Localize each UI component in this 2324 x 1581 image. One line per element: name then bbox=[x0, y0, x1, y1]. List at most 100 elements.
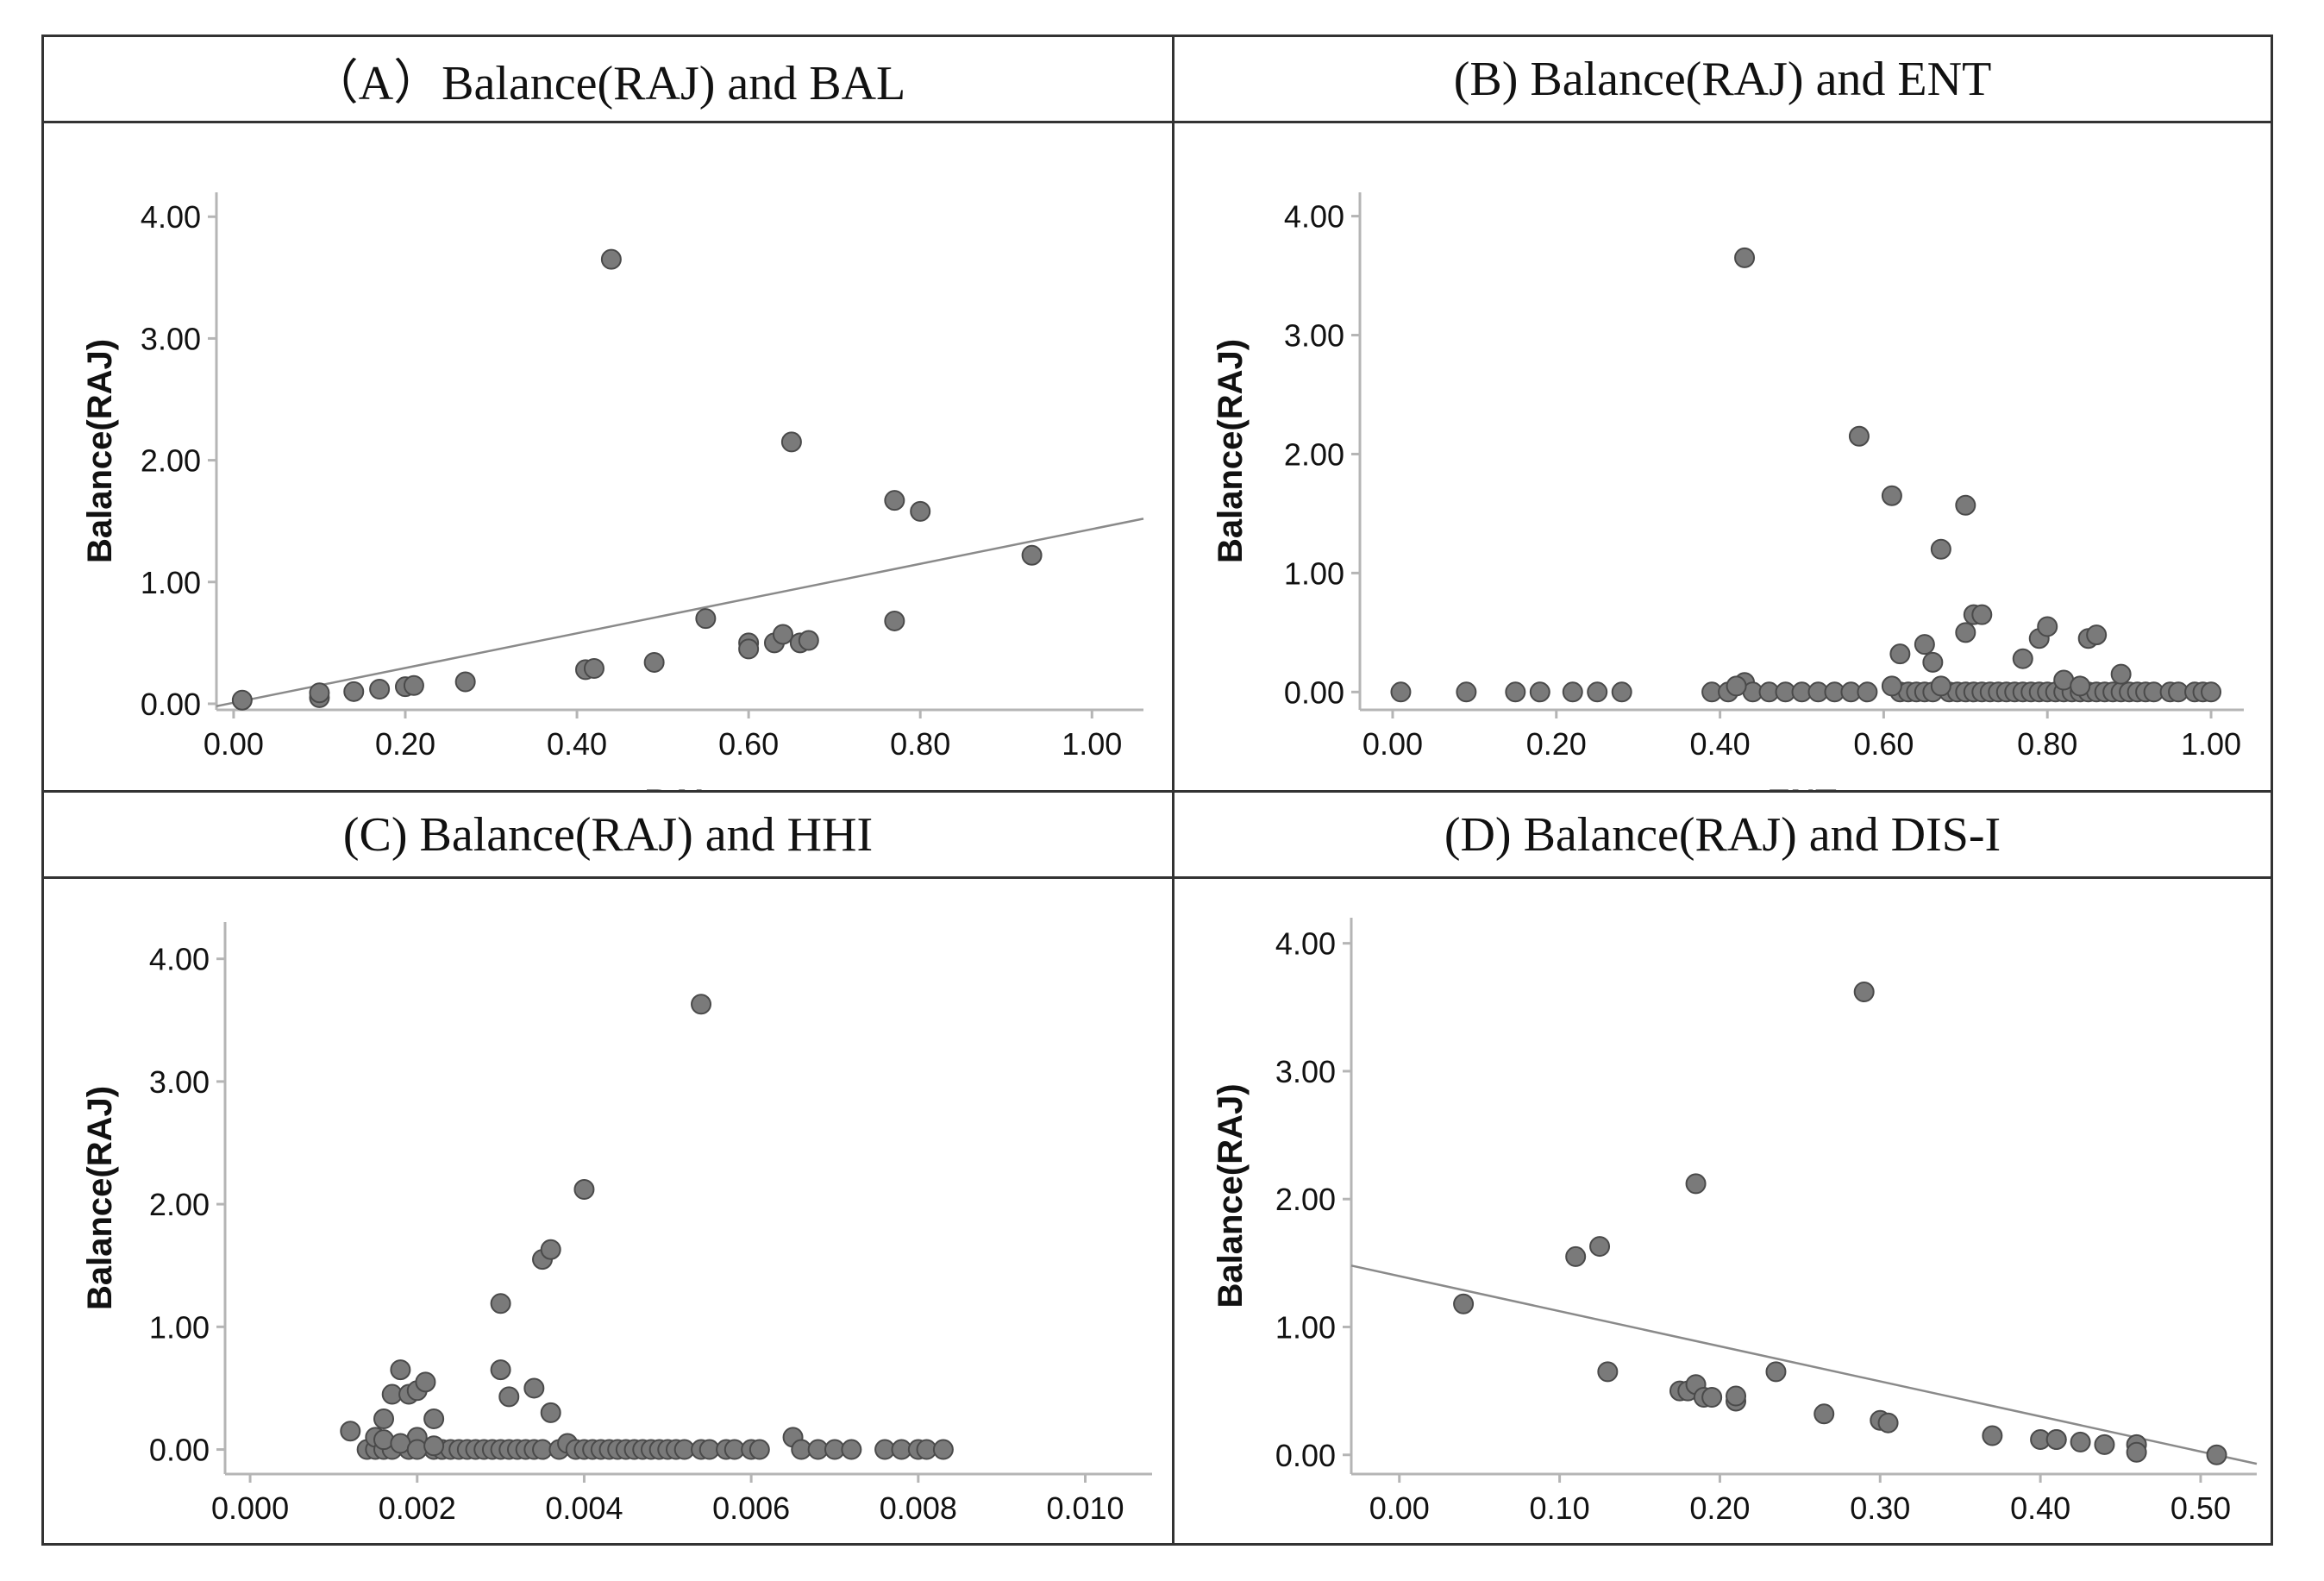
panel-title-d: (D) Balance(RAJ) and DIS-I bbox=[1175, 793, 2271, 879]
y-tick-label: 0.00 bbox=[1284, 674, 1344, 710]
x-tick-label: 0.40 bbox=[2010, 1490, 2070, 1526]
y-axis-title: Balance(RAJ) bbox=[1212, 1083, 1250, 1308]
data-point bbox=[1922, 651, 1944, 673]
data-point bbox=[1453, 1293, 1475, 1314]
data-point bbox=[2126, 1441, 2147, 1463]
y-tick-label: 0.00 bbox=[1275, 1438, 1336, 1473]
data-point bbox=[772, 624, 793, 645]
data-point bbox=[1726, 675, 1747, 697]
scatter-chart-a: 0.00 0.20 0.40 0.60 0.80 1.00 0.00 1.00 2.00 3.00… bbox=[81, 192, 1144, 790]
data-point bbox=[1505, 681, 1526, 703]
panel-title-c: (C) Balance(RAJ) and HHI bbox=[44, 793, 1172, 879]
data-point bbox=[573, 1179, 595, 1201]
x-tick-label: 0.008 bbox=[880, 1490, 957, 1526]
y-tick-label: 3.00 bbox=[1284, 318, 1344, 354]
x-axis-title: ENT bbox=[1768, 783, 1837, 790]
data-point bbox=[884, 490, 905, 511]
y-tick-label: 2.00 bbox=[1275, 1182, 1336, 1217]
data-point bbox=[2037, 616, 2058, 637]
data-point bbox=[2206, 1444, 2227, 1465]
data-point bbox=[1955, 494, 1976, 516]
panel-b: (B) Balance(RAJ) and ENT 0.00 0.20 0.40 0.6… bbox=[1175, 37, 2271, 790]
data-point bbox=[841, 1439, 862, 1460]
data-point bbox=[1848, 425, 1870, 447]
y-tick-label: 2.00 bbox=[1284, 436, 1344, 472]
data-point bbox=[1456, 681, 1477, 703]
y-tick-label: 0.00 bbox=[149, 1433, 210, 1468]
x-tick-label: 0.20 bbox=[375, 726, 435, 762]
data-point bbox=[695, 608, 717, 630]
data-point bbox=[1930, 675, 1951, 697]
y-tick-label: 2.00 bbox=[149, 1187, 210, 1222]
data-point bbox=[1881, 675, 1902, 697]
x-tick-label: 0.30 bbox=[1850, 1490, 1910, 1526]
scatter-chart-d: 0.00 0.10 0.20 0.30 0.40 0.50 0.00 1.00 2.00 3.00… bbox=[1212, 918, 2258, 1526]
fit-line bbox=[1350, 1264, 2258, 1465]
data-point bbox=[884, 610, 905, 631]
y-tick-label: 4.00 bbox=[141, 199, 201, 235]
x-tick-label: 0.40 bbox=[1690, 726, 1751, 762]
data-point bbox=[2012, 648, 2033, 669]
panel-title-b: (B) Balance(RAJ) and ENT bbox=[1175, 37, 2271, 123]
y-tick-label: 2.00 bbox=[141, 443, 201, 479]
data-point bbox=[1857, 681, 1878, 703]
data-point bbox=[798, 630, 819, 651]
x-tick-label: 0.60 bbox=[1853, 726, 1914, 762]
data-point bbox=[1971, 604, 1993, 625]
data-point bbox=[369, 679, 391, 700]
data-point bbox=[1701, 1387, 1723, 1408]
y-axis-title: Balance(RAJ) bbox=[81, 339, 119, 563]
x-tick-label: 0.000 bbox=[211, 1490, 289, 1526]
horizontal-divider bbox=[44, 790, 2271, 793]
data-point bbox=[1726, 1385, 1747, 1407]
x-tick-label: 1.00 bbox=[2181, 726, 2241, 762]
data-point bbox=[600, 248, 622, 270]
data-point bbox=[415, 1371, 436, 1393]
y-tick-label: 0.00 bbox=[141, 687, 201, 722]
data-point bbox=[2070, 675, 2091, 697]
data-point bbox=[1881, 485, 1902, 506]
data-point bbox=[1982, 1425, 2003, 1446]
data-point bbox=[749, 1439, 770, 1460]
data-point bbox=[1021, 544, 1043, 566]
data-point bbox=[780, 431, 802, 453]
x-tick-label: 0.60 bbox=[718, 726, 779, 762]
data-point bbox=[403, 674, 424, 696]
y-tick-label: 4.00 bbox=[1275, 926, 1336, 962]
data-point bbox=[2045, 1428, 2067, 1450]
data-point bbox=[373, 1429, 395, 1451]
x-tick-label: 0.20 bbox=[1689, 1490, 1750, 1526]
data-point bbox=[1813, 1403, 1835, 1425]
y-tick-label: 4.00 bbox=[1284, 199, 1344, 235]
x-tick-label: 0.00 bbox=[1362, 726, 1423, 762]
data-point bbox=[1685, 1173, 1707, 1195]
y-tick-label: 3.00 bbox=[141, 321, 201, 356]
scatter-chart-c: 0.000 0.002 0.004 0.006 0.008 0.010 0.00 1.00 2.… bbox=[81, 922, 1152, 1526]
data-point bbox=[490, 1359, 511, 1381]
scatter-chart-b: 0.00 0.20 0.40 0.60 0.80 1.00 0.00 1.00 2.00 3.00… bbox=[1212, 192, 2244, 790]
x-tick-label: 0.80 bbox=[890, 726, 950, 762]
x-tick-label: 0.010 bbox=[1046, 1490, 1124, 1526]
data-point bbox=[910, 500, 931, 522]
data-point bbox=[1765, 1361, 1787, 1383]
data-point bbox=[1611, 681, 1632, 703]
y-tick-label: 3.00 bbox=[149, 1064, 210, 1100]
data-point bbox=[490, 1293, 511, 1314]
data-point bbox=[1889, 643, 1911, 665]
panel-a: （A）Balance(RAJ) and BAL 0.00 0.20 0.40 0.60… bbox=[44, 37, 1172, 790]
figure: （A）Balance(RAJ) and BAL 0.00 0.20 0.40 0.60… bbox=[41, 35, 2273, 1546]
data-point bbox=[423, 1435, 445, 1457]
x-tick-label: 0.10 bbox=[1530, 1490, 1590, 1526]
x-tick-label: 0.004 bbox=[545, 1490, 623, 1526]
data-point bbox=[583, 658, 604, 679]
x-tick-label: 0.50 bbox=[2171, 1490, 2231, 1526]
data-point bbox=[1597, 1361, 1619, 1383]
data-point bbox=[390, 1359, 411, 1381]
data-point bbox=[2094, 1434, 2115, 1455]
data-point bbox=[1877, 1412, 1899, 1434]
data-point bbox=[643, 651, 665, 673]
y-tick-label: 1.00 bbox=[1275, 1309, 1336, 1345]
x-tick-label: 0.00 bbox=[204, 726, 264, 762]
y-tick-label: 3.00 bbox=[1275, 1054, 1336, 1089]
data-point bbox=[540, 1402, 561, 1423]
